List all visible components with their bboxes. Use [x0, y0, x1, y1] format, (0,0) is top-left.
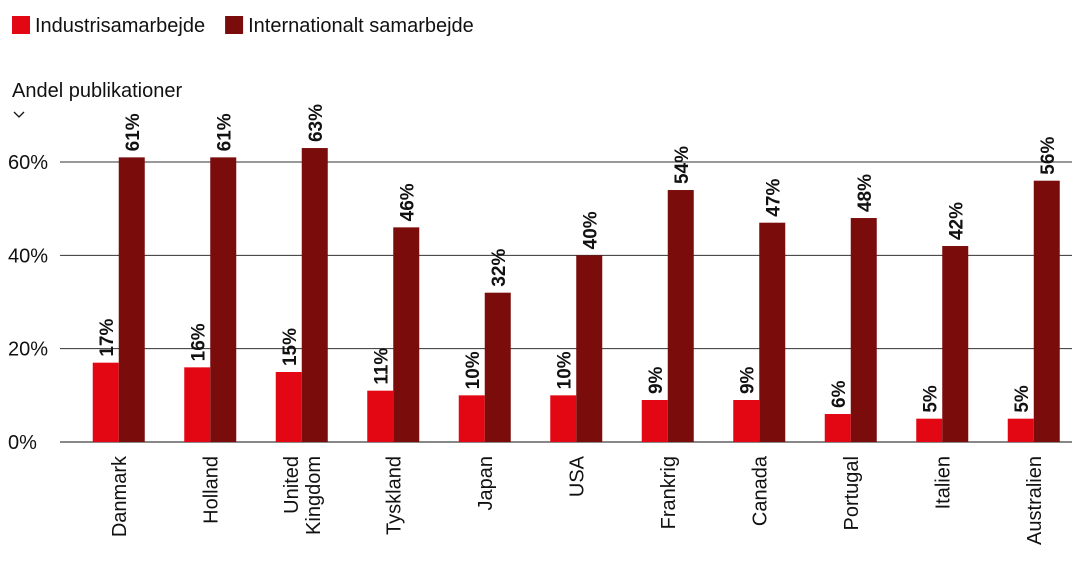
x-tick-label: UnitedKingdom [281, 456, 325, 535]
y-axis-label: Andel publikationer [12, 80, 182, 102]
bar [1033, 180, 1060, 443]
y-tick-label: 20% [8, 339, 48, 361]
bar [184, 367, 211, 442]
value-label: 56% [1038, 137, 1059, 175]
value-label: 46% [397, 183, 418, 221]
x-tick-label: Canada [749, 455, 771, 526]
legend-swatch [12, 16, 30, 34]
x-tick-label: Frankrig [658, 456, 680, 529]
value-label: 32% [489, 249, 510, 287]
x-tick-label: Australien [1024, 456, 1046, 545]
bar [484, 292, 511, 442]
y-tick-label: 60% [8, 152, 48, 174]
value-label: 61% [123, 113, 144, 151]
value-label: 10% [463, 351, 484, 389]
value-label: 48% [855, 174, 876, 212]
legend-label: Internationalt samarbejde [248, 15, 474, 37]
x-tick-label: Italien [932, 456, 954, 509]
bar [275, 372, 302, 442]
bar [942, 246, 969, 442]
bar [92, 362, 119, 442]
bar [393, 227, 420, 442]
bar [667, 190, 694, 442]
bar [576, 255, 603, 442]
value-label: 42% [946, 202, 967, 240]
x-tick-label: Tyskland [383, 456, 405, 535]
value-label: 47% [763, 179, 784, 217]
value-label: 16% [188, 323, 209, 361]
value-label: 40% [580, 211, 601, 249]
bar [733, 400, 760, 442]
bar [824, 414, 851, 442]
bar [916, 418, 943, 442]
bar [118, 157, 145, 442]
x-tick-label: Japan [475, 456, 497, 511]
value-label: 54% [672, 146, 693, 184]
bar [850, 218, 877, 442]
bar [759, 222, 786, 442]
y-tick-label: 0% [8, 432, 37, 454]
value-label: 10% [554, 351, 575, 389]
bar [301, 148, 328, 443]
x-tick-label: Danmark [109, 455, 131, 537]
bar [458, 395, 485, 442]
value-label: 61% [214, 113, 235, 151]
legend-label: Industrisamarbejde [35, 15, 205, 37]
value-label: 6% [829, 380, 850, 408]
x-tick-label: Holland [200, 456, 222, 524]
y-tick-label: 40% [8, 245, 48, 267]
x-tick-label: Portugal [841, 456, 863, 531]
value-label: 17% [97, 319, 118, 357]
value-label: 9% [646, 366, 667, 394]
axis-chevron [13, 111, 25, 118]
bar [367, 390, 394, 442]
value-label: 15% [280, 328, 301, 366]
value-label: 11% [371, 348, 392, 385]
value-label: 5% [1012, 385, 1033, 413]
value-label: 5% [920, 385, 941, 413]
bar [1007, 418, 1034, 442]
bar [550, 395, 577, 442]
bar [641, 400, 668, 442]
value-label: 63% [306, 104, 327, 142]
bar [210, 157, 237, 442]
value-label: 9% [737, 366, 758, 394]
x-tick-label: USA [566, 455, 588, 497]
legend-swatch [225, 16, 244, 34]
